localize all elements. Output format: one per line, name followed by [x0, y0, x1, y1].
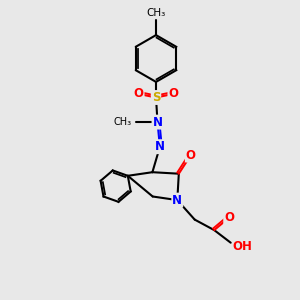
Text: CH₃: CH₃ — [113, 117, 131, 127]
Text: N: N — [172, 194, 182, 207]
Text: CH₃: CH₃ — [146, 8, 166, 19]
Text: O: O — [134, 87, 144, 101]
Text: O: O — [168, 87, 178, 101]
Text: OH: OH — [232, 240, 252, 253]
Text: N: N — [155, 140, 165, 153]
Text: S: S — [152, 91, 160, 104]
Text: N: N — [152, 116, 163, 129]
Text: O: O — [224, 211, 234, 224]
Text: O: O — [186, 148, 196, 162]
